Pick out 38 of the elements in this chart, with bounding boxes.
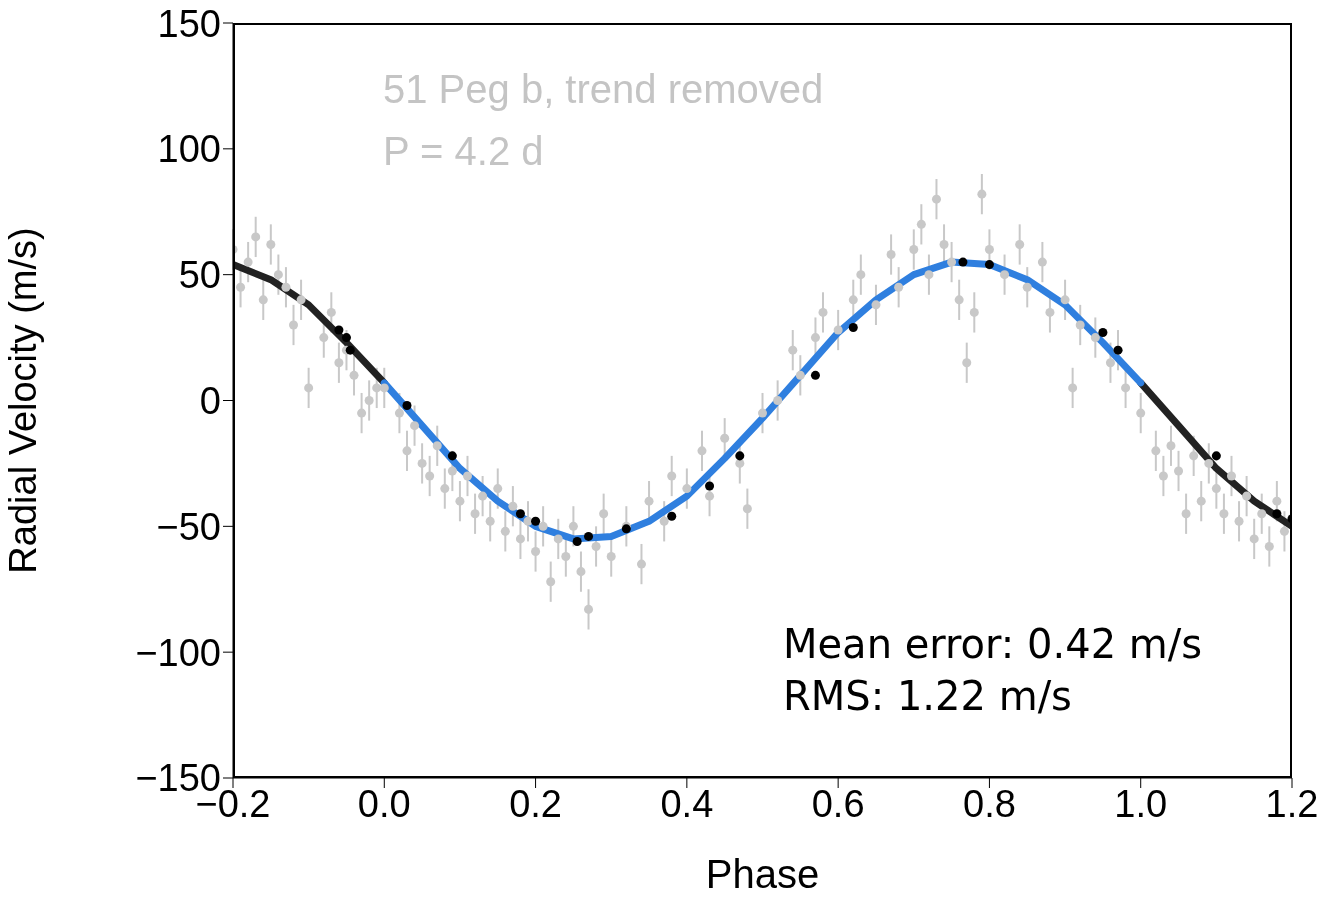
point — [334, 325, 344, 335]
point — [1211, 451, 1221, 461]
point — [531, 516, 541, 526]
annotation: Mean error: 0.42 m/s — [783, 620, 1203, 669]
point — [984, 260, 994, 270]
y-tick-label: −50 — [156, 505, 221, 548]
x-tick-label: 1.2 — [1265, 782, 1319, 825]
y-axis-title: Radial Velocity (m/s) — [2, 227, 45, 574]
y-tick-label: −100 — [135, 631, 221, 674]
x-tick-label: 0.6 — [811, 782, 865, 825]
y-tick-label: 50 — [178, 254, 221, 297]
point — [1272, 509, 1282, 519]
point — [515, 509, 525, 519]
point — [667, 511, 677, 521]
x-tick-label: 1.0 — [1114, 782, 1168, 825]
point — [848, 323, 858, 333]
x-tick-label: 0.2 — [509, 782, 562, 825]
point — [447, 451, 457, 461]
point — [705, 481, 715, 491]
annotation: RMS: 1.22 m/s — [783, 672, 1073, 721]
x-tick-label: 0.0 — [357, 782, 411, 825]
point — [735, 451, 745, 461]
point — [402, 401, 412, 411]
x-axis-title: Phase — [705, 852, 820, 896]
y-tick-label: 0 — [199, 379, 221, 422]
point — [341, 333, 351, 343]
point — [1098, 328, 1108, 338]
point — [958, 257, 968, 267]
point — [345, 345, 355, 355]
y-tick-label: 100 — [157, 128, 221, 171]
text: 51 Peg b, trend removed — [383, 66, 824, 113]
y-tick-label: 150 — [157, 2, 221, 45]
x-tick-label: 0.4 — [660, 782, 714, 825]
point — [584, 531, 594, 541]
point — [572, 536, 582, 546]
text: P = 4.2 d — [383, 128, 545, 175]
x-tick-label: 0.8 — [963, 782, 1016, 825]
point — [810, 370, 820, 380]
